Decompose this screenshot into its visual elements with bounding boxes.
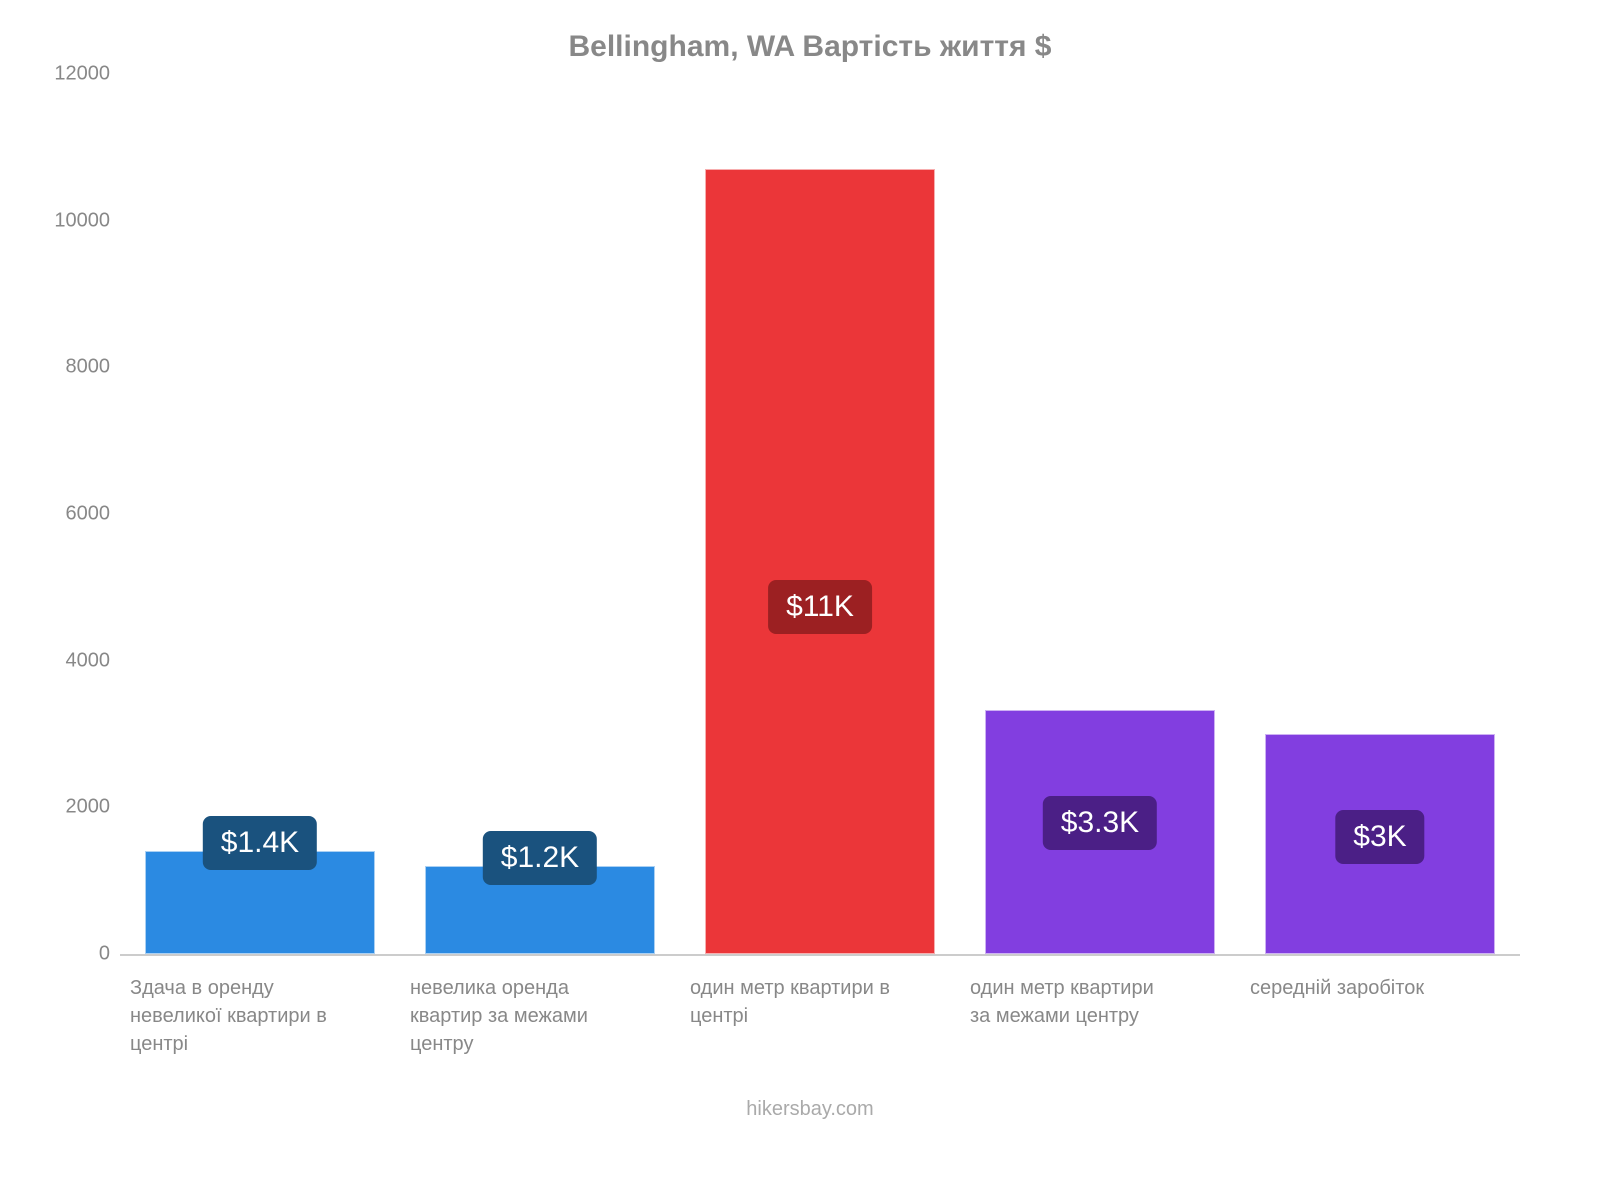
bar-slot: $11K: [680, 74, 960, 954]
bar-value-label: $3.3K: [1043, 796, 1157, 850]
plot-area: 020004000600080001000012000 $1.4K$1.2K$1…: [120, 74, 1520, 954]
bar: $1.2K: [425, 866, 655, 954]
y-tick-label: 12000: [50, 63, 110, 86]
y-axis: 020004000600080001000012000: [50, 74, 110, 954]
bar-value-label: $1.4K: [203, 816, 317, 870]
bar: $3.3K: [985, 710, 1215, 954]
bar-value-label: $11K: [768, 580, 872, 634]
x-tick-label: один метр квартири за межами центру: [960, 974, 1240, 1058]
chart-footer: hikersbay.com: [100, 1098, 1520, 1121]
bar-value-label: $3K: [1335, 810, 1424, 864]
bar: $11K: [705, 169, 935, 954]
bars-group: $1.4K $1.2K $11K $3.3K $3K: [120, 74, 1520, 954]
x-tick-label: середній заробіток: [1240, 974, 1520, 1058]
y-tick-label: 0: [50, 943, 110, 966]
bar-slot: $3.3K: [960, 74, 1240, 954]
y-tick-label: 2000: [50, 796, 110, 819]
bar: $3K: [1265, 734, 1495, 954]
chart-container: Bellingham, WA Вартість життя $ 0 2000 400…: [0, 0, 1600, 1200]
bar-slot: $1.2K: [400, 74, 680, 954]
x-axis-labels: Здача в оренду невеликої квартири в цент…: [120, 974, 1520, 1058]
x-tick-label: невелика оренда квартир за межами центру: [400, 974, 680, 1058]
y-tick-label: 6000: [50, 503, 110, 526]
y-tick-label: 8000: [50, 356, 110, 379]
bar-slot: $1.4K: [120, 74, 400, 954]
y-tick-label: 4000: [50, 649, 110, 672]
x-tick-label: один метр квартири в центрі: [680, 974, 960, 1058]
bar-value-label: $1.2K: [483, 831, 597, 885]
y-tick-label: 10000: [50, 209, 110, 232]
bar-slot: $3K: [1240, 74, 1520, 954]
x-tick-label: Здача в оренду невеликої квартири в цент…: [120, 974, 400, 1058]
bar: $1.4K: [145, 851, 375, 954]
chart-title: Bellingham, WA Вартість життя $: [100, 30, 1520, 64]
x-axis-baseline: [120, 954, 1520, 956]
